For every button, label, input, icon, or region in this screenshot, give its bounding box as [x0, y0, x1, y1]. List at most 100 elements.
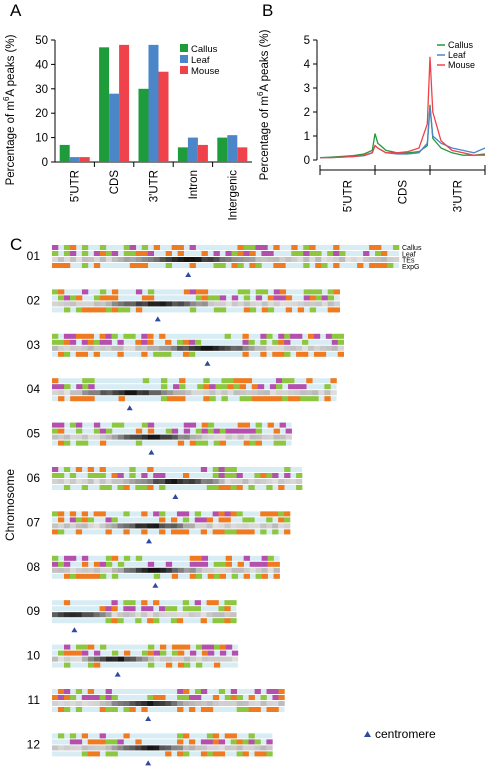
- peak-cell: [141, 473, 148, 478]
- te-cell: [117, 656, 125, 662]
- te-cell: [284, 345, 291, 351]
- peak-cell: [288, 384, 295, 390]
- peak-cell: [195, 289, 203, 295]
- te-cell: [224, 701, 232, 706]
- te-cell: [159, 301, 167, 307]
- peak-cell: [129, 600, 136, 606]
- te-cell: [243, 257, 250, 262]
- te-cell: [171, 656, 179, 662]
- te-cell: [52, 612, 59, 618]
- te-cell: [99, 656, 107, 662]
- te-cell: [117, 345, 124, 351]
- te-cell: [242, 523, 249, 529]
- te-cell: [219, 567, 226, 573]
- te-cell: [93, 567, 101, 573]
- peak-cell: [111, 739, 118, 745]
- te-cell: [261, 567, 268, 573]
- peak-cell: [213, 428, 221, 434]
- te-cell: [165, 656, 173, 662]
- te-cell: [218, 345, 225, 351]
- te-cell: [188, 479, 196, 484]
- te-cell: [237, 434, 244, 440]
- peak-cell: [99, 644, 107, 650]
- peak-cell: [153, 351, 160, 357]
- peak-cell: [183, 751, 190, 757]
- peak-cell: [284, 511, 291, 517]
- peak-cell: [188, 606, 195, 612]
- te-cell: [52, 479, 59, 484]
- centromere-legend-label: centromere: [375, 727, 436, 741]
- peak-cell: [266, 689, 273, 694]
- peak-cell: [99, 440, 107, 446]
- peak-cell: [63, 440, 71, 446]
- peak-cell: [160, 396, 168, 402]
- te-cell: [243, 567, 250, 573]
- peak-cell: [167, 396, 174, 402]
- te-cell: [189, 434, 197, 440]
- peak-cell: [69, 422, 77, 428]
- peak-cell: [123, 733, 130, 739]
- peak-cell: [231, 428, 239, 434]
- te-cell: [319, 345, 327, 351]
- te-cell: [142, 390, 150, 396]
- peak-cell: [141, 600, 148, 606]
- te-cell: [200, 612, 207, 618]
- peak-cell: [93, 695, 100, 700]
- te-cell: [159, 523, 166, 529]
- peak-cell: [81, 251, 89, 256]
- bar: [187, 137, 198, 162]
- peak-cell: [111, 333, 118, 339]
- peak-cell: [52, 561, 59, 567]
- peak-cell: [177, 662, 185, 668]
- track-label: ExpG: [402, 264, 420, 271]
- peak-cell: [93, 511, 100, 517]
- peak-cell: [272, 473, 279, 478]
- te-cell: [159, 745, 166, 751]
- peak-cell: [171, 245, 178, 250]
- peak-cell: [69, 517, 77, 523]
- te-cell: [87, 701, 95, 706]
- te-cell: [231, 301, 239, 307]
- peak-cell: [88, 396, 95, 402]
- peak-cell: [248, 529, 255, 535]
- peak-cell: [288, 378, 295, 384]
- peak-cell: [105, 529, 112, 535]
- peak-cell: [88, 378, 95, 384]
- te-cell: [135, 479, 142, 484]
- peak-cell: [111, 307, 119, 313]
- te-cell: [242, 745, 249, 751]
- peak-cell: [147, 289, 155, 295]
- peak-cell: [159, 511, 166, 517]
- te-cell: [99, 301, 107, 307]
- bar: [109, 93, 120, 162]
- series-line: [320, 107, 486, 159]
- peak-cell: [87, 751, 94, 757]
- te-cell: [221, 390, 228, 396]
- te-cell: [279, 301, 287, 307]
- peak-cell: [147, 695, 154, 700]
- peak-cell: [275, 378, 283, 384]
- te-cell: [200, 701, 208, 706]
- te-cell: [129, 567, 137, 573]
- te-cell: [94, 390, 101, 396]
- peak-cell: [182, 339, 190, 345]
- te-cell: [195, 567, 203, 573]
- peak-cell: [249, 440, 256, 446]
- te-cell: [171, 701, 178, 706]
- te-cell: [324, 390, 331, 396]
- peak-cell: [189, 307, 197, 313]
- peak-cell: [242, 333, 249, 339]
- peak-cell: [75, 517, 83, 523]
- te-cell: [195, 301, 203, 307]
- peak-cell: [212, 467, 219, 472]
- peak-cell: [309, 295, 317, 301]
- te-cell: [159, 656, 167, 662]
- peak-cell: [260, 333, 267, 339]
- te-cell: [218, 612, 225, 618]
- peak-cell: [93, 561, 101, 567]
- peak-cell: [313, 351, 321, 357]
- te-cell: [135, 567, 143, 573]
- peak-cell: [99, 606, 106, 612]
- peak-cell: [57, 289, 65, 295]
- peak-cell: [296, 333, 303, 339]
